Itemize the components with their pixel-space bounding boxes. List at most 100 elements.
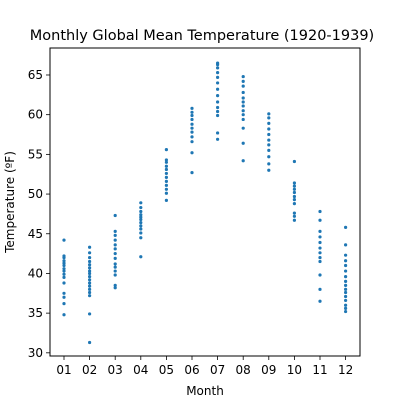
data-point (216, 113, 220, 118)
data-point (267, 132, 271, 137)
data-point (344, 303, 348, 307)
data-point (241, 117, 245, 122)
x-tick-label: 02 (82, 363, 97, 377)
x-tick-label: 05 (159, 363, 174, 377)
data-point (190, 126, 194, 130)
data-point (113, 233, 117, 237)
data-point (216, 66, 220, 70)
data-point (241, 90, 245, 95)
data-point (216, 81, 220, 85)
data-point (113, 269, 117, 273)
data-point (139, 215, 143, 219)
data-point (164, 198, 168, 203)
data-point (139, 201, 143, 205)
data-point (344, 225, 348, 230)
data-point (292, 218, 296, 222)
x-tick-label: 06 (184, 363, 199, 377)
data-point (344, 263, 348, 268)
data-point (267, 121, 271, 126)
data-point (318, 287, 322, 291)
data-point (139, 255, 143, 259)
data-point (292, 159, 296, 164)
data-point (241, 84, 245, 88)
data-point (190, 113, 194, 118)
data-point (164, 164, 168, 168)
y-tick-label: 45 (28, 227, 43, 241)
data-point (292, 181, 296, 185)
data-point (190, 122, 194, 126)
data-point (88, 269, 92, 273)
data-point (88, 245, 92, 249)
data-point (62, 261, 66, 265)
data-point (113, 238, 117, 242)
data-point (62, 302, 66, 306)
data-point (190, 135, 194, 139)
data-point (344, 306, 348, 310)
data-point (267, 143, 271, 147)
data-point (113, 273, 117, 277)
data-point (344, 269, 348, 273)
data-point (241, 159, 245, 163)
data-point (318, 218, 322, 222)
data-point (241, 113, 245, 117)
data-point (88, 255, 92, 260)
data-point (190, 106, 194, 110)
x-tick-label: 10 (287, 363, 302, 377)
chart-title: Monthly Global Mean Temperature (1920-19… (30, 28, 374, 44)
data-point (267, 148, 271, 153)
y-tick-label: 30 (28, 346, 43, 360)
data-point (88, 266, 92, 270)
data-point (62, 272, 66, 276)
data-point (241, 126, 245, 130)
data-point (241, 104, 245, 108)
data-point (318, 235, 322, 239)
y-tick-label: 35 (28, 306, 43, 320)
data-point (113, 262, 117, 266)
data-point (139, 227, 143, 231)
x-axis: 01 02 03 04 05 06 07 08 09 10 11 12 (56, 356, 353, 377)
x-tick-label: 08 (236, 363, 251, 377)
x-tick-label: 01 (56, 363, 71, 377)
data-point (292, 184, 296, 188)
data-point (344, 275, 348, 279)
data-point (62, 238, 66, 242)
data-point (216, 105, 220, 110)
data-point (113, 283, 117, 287)
data-point (344, 243, 348, 247)
x-tick-label: 09 (261, 363, 276, 377)
x-tick-label: 11 (312, 363, 327, 377)
data-point (344, 290, 348, 295)
data-point (88, 294, 92, 298)
data-point (164, 175, 168, 179)
data-point (113, 251, 117, 256)
data-point (190, 140, 194, 144)
data-point (190, 171, 194, 175)
x-tick-label: 04 (133, 363, 148, 377)
data-point (113, 265, 117, 269)
data-point (88, 263, 92, 267)
data-point (164, 187, 168, 191)
data-point (164, 158, 168, 162)
y-axis-label: Temperature (ºF) (3, 151, 17, 254)
x-tick-label: 07 (210, 363, 225, 377)
data-point (190, 117, 194, 122)
data-point (164, 179, 168, 183)
data-point (318, 240, 322, 245)
data-point (139, 224, 143, 228)
data-point (88, 271, 92, 276)
data-point (62, 313, 66, 317)
data-point (344, 279, 348, 283)
data-point (318, 255, 322, 260)
data-point (62, 291, 66, 295)
data-point (292, 211, 296, 215)
data-point (88, 340, 92, 345)
data-point (216, 75, 220, 79)
data-point (292, 198, 296, 202)
data-point (113, 229, 117, 233)
data-point (318, 273, 322, 277)
data-point (267, 162, 271, 166)
data-point (62, 259, 66, 263)
data-point (344, 309, 348, 314)
data-point (139, 205, 143, 210)
data-point (216, 137, 220, 141)
